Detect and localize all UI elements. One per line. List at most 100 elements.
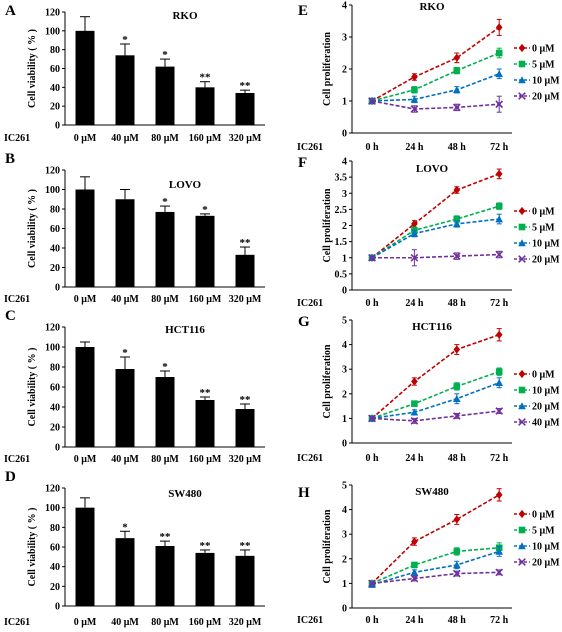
y-tick-label: 1: [342, 414, 347, 425]
y-tick-label: 0: [342, 604, 347, 615]
panel-letter: D: [5, 469, 16, 485]
bar: [115, 538, 135, 606]
data-point: [518, 92, 526, 100]
y-tick-label: 2: [342, 65, 347, 76]
data-point: [518, 558, 526, 566]
significance-mark: **: [240, 540, 252, 552]
y-tick-label: 40: [50, 244, 60, 255]
data-point: [453, 86, 461, 94]
y-tick-label: 40: [50, 83, 60, 94]
data-point: [495, 378, 503, 387]
legend-entry: 0 μM: [514, 44, 555, 55]
legend-label: 10 μM: [532, 76, 560, 87]
x-tick-label: 0 μM: [74, 454, 97, 465]
y-tick-label: 100: [45, 26, 60, 37]
data-point: [518, 206, 526, 216]
x-tick-label: 320 μM: [229, 294, 262, 305]
x-tick-label: 160 μM: [189, 454, 222, 465]
chart-title: SW480: [168, 488, 202, 500]
x-tick-label: 48 h: [448, 453, 467, 464]
series-line: [371, 494, 500, 584]
legend-entry: 10 μM: [514, 239, 560, 250]
y-tick-label: 40: [50, 562, 60, 573]
significance-mark: *: [202, 204, 208, 216]
bar: [195, 400, 215, 447]
data-point: [495, 568, 504, 577]
series-line: [371, 550, 500, 586]
series: [368, 407, 504, 425]
bar: [195, 87, 215, 125]
y-tick-label: 100: [45, 343, 60, 354]
y-tick-label: 2: [342, 221, 347, 232]
data-point: [518, 76, 526, 84]
bar: [195, 552, 215, 606]
y-tick-label: 4: [342, 340, 347, 351]
bar: [235, 92, 255, 125]
data-point: [495, 490, 503, 499]
bar: [75, 30, 95, 125]
x-axis-prefix: IC261: [4, 294, 30, 305]
panel-letter: G: [298, 314, 310, 330]
data-point: [518, 369, 526, 379]
y-tick-label: 80: [50, 523, 60, 534]
y-tick-label: 4: [342, 157, 347, 168]
series: [368, 202, 503, 262]
series-line: [371, 571, 500, 585]
bar-chart-b: B LOVO Cell viability ( % ) 0 20 40 60 80 100 120…: [4, 151, 265, 305]
data-point: [518, 386, 526, 394]
y-tick-label: 60: [50, 383, 60, 394]
data-point: [410, 253, 419, 262]
data-point: [518, 542, 526, 550]
y-tick-label: 3: [342, 530, 347, 541]
legend-label: 10 μM: [532, 386, 560, 397]
legend-entry: 5 μM: [514, 60, 555, 71]
data-point: [453, 67, 461, 74]
y-axis-label: Cell proliferation: [322, 32, 333, 106]
data-point: [518, 60, 526, 68]
data-point: [411, 377, 418, 386]
y-tick-label: 0: [342, 439, 347, 450]
x-tick-label: 0 h: [365, 453, 379, 464]
x-tick-label: 80 μM: [151, 294, 179, 305]
data-point: [495, 407, 504, 415]
data-point: [453, 215, 461, 223]
series-line: [371, 173, 500, 259]
bar: [115, 55, 135, 125]
chart-title: LOVO: [416, 163, 449, 175]
y-tick-label: 120: [45, 166, 60, 177]
data-point: [410, 229, 419, 237]
data-point: [495, 547, 503, 555]
series: [368, 546, 503, 588]
data-point: [452, 252, 461, 261]
x-axis-prefix: IC261: [4, 617, 30, 628]
data-point: [452, 412, 461, 420]
data-point: [368, 414, 376, 423]
y-tick-label: 1.5: [335, 237, 348, 248]
significance-mark: *: [162, 361, 168, 373]
x-tick-label: 0 h: [365, 142, 379, 153]
y-tick-label: 5: [342, 316, 347, 327]
bar: [75, 507, 95, 606]
bar-chart-d: D SW480 Cell viability ( % ) 0 20 40 60 80 100 12…: [4, 469, 265, 628]
y-tick-label: 120: [45, 8, 60, 19]
y-tick-label: 1: [342, 579, 347, 590]
series-line: [371, 370, 500, 420]
significance-mark: **: [240, 394, 252, 406]
x-tick-label: 320 μM: [229, 454, 262, 465]
data-point: [410, 408, 419, 416]
data-point: [518, 402, 526, 410]
y-axis-label: Cell proliferation: [322, 188, 333, 262]
panel-letter: C: [5, 308, 16, 324]
x-tick-label: 80 μM: [151, 617, 179, 628]
x-tick-label: 320 μM: [229, 133, 262, 144]
series-line: [371, 26, 500, 102]
y-tick-label: 20: [50, 102, 60, 113]
series: [368, 47, 503, 105]
y-tick-label: 80: [50, 205, 60, 216]
x-tick-label: 24 h: [405, 142, 424, 153]
y-tick-label: 4: [342, 1, 347, 12]
significance-mark: **: [240, 80, 252, 92]
y-axis-label: Cell viability ( % ): [27, 348, 38, 427]
chart-title: HCT116: [165, 324, 205, 336]
